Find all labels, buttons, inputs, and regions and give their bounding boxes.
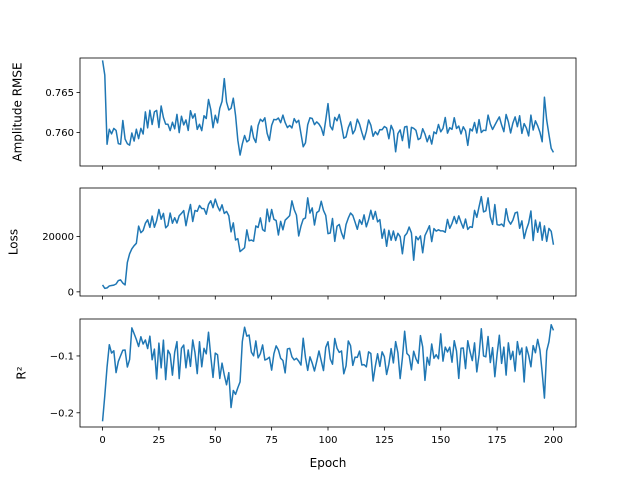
x-ticks-amplitude-rmse bbox=[102, 166, 554, 170]
y-ticks-r-squared: −0.2 −0.1 bbox=[50, 351, 80, 419]
x-tick-label: 75 bbox=[265, 435, 278, 446]
x-tick-label: 25 bbox=[153, 435, 166, 446]
x-tick-label: 150 bbox=[431, 435, 450, 446]
y-tick-label: 0.760 bbox=[45, 128, 74, 139]
y-axis-label-loss: Loss bbox=[7, 229, 21, 255]
x-ticks-r-squared: 0 25 50 75 100 125 150 175 200 bbox=[99, 427, 563, 446]
y-tick-label: −0.2 bbox=[50, 408, 74, 419]
series-line-loss bbox=[101, 195, 555, 290]
y-tick-label: 20000 bbox=[42, 232, 74, 243]
panel-r-squared: 0 25 50 75 100 125 150 175 200 −0.2 −0.1 R² Epoch bbox=[15, 318, 577, 470]
series-line-r-squared bbox=[101, 324, 555, 422]
x-tick-label: 125 bbox=[375, 435, 394, 446]
x-tick-label: 200 bbox=[544, 435, 563, 446]
x-axis-label-epoch: Epoch bbox=[310, 456, 347, 470]
panel-loss: 0 20000 Loss bbox=[7, 187, 577, 300]
y-tick-label: 0 bbox=[68, 287, 74, 298]
x-tick-label: 175 bbox=[488, 435, 507, 446]
y-ticks-amplitude-rmse: 0.760 0.765 bbox=[45, 88, 80, 139]
x-ticks-loss bbox=[102, 296, 554, 300]
y-ticks-loss: 0 20000 bbox=[42, 232, 80, 298]
y-axis-label-r-squared: R² bbox=[15, 366, 29, 379]
x-tick-label: 50 bbox=[209, 435, 222, 446]
x-tick-label: 0 bbox=[99, 435, 105, 446]
x-tick-label: 100 bbox=[318, 435, 337, 446]
y-axis-label-amplitude-rmse: Amplitude RMSE bbox=[11, 62, 25, 161]
panel-amplitude-rmse: 0.760 0.765 Amplitude RMSE bbox=[11, 57, 577, 170]
y-tick-label: 0.765 bbox=[45, 88, 74, 99]
y-tick-label: −0.1 bbox=[50, 351, 74, 362]
series-line-amplitude-rmse bbox=[101, 60, 555, 156]
